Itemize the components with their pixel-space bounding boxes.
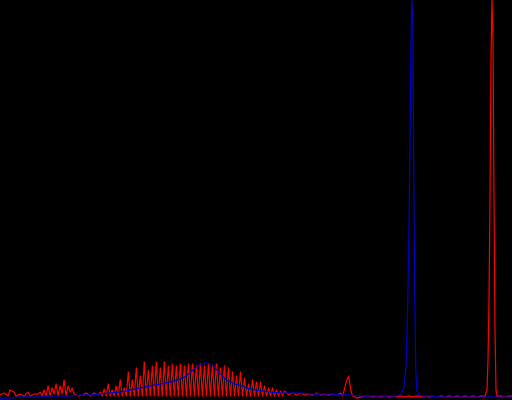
plot-background: [0, 0, 512, 400]
spectrum-plot: [0, 0, 512, 400]
series-layer: [0, 0, 512, 399]
series-line-2: [0, 0, 512, 399]
